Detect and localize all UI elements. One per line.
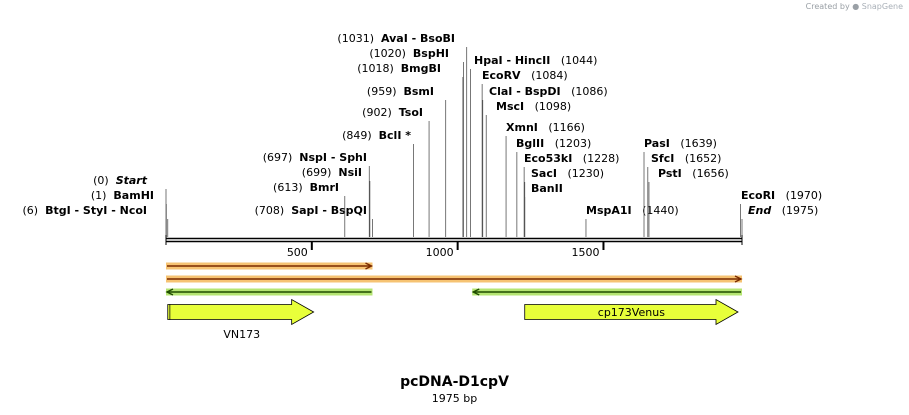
site-label-bsmi: (959) BsmI [367,85,434,98]
restriction-sites: (6) BtgI - StyI - NcoI (1) BamHI (0) Start… [23,32,822,237]
site-label-banii: BanII [531,182,563,195]
feature-cp173venus [524,298,739,326]
credit: Created by ● SnapGene [806,2,903,11]
site-label-hpai: HpaI - HincII (1044) [474,54,597,67]
site-label-bmgbi: (1018) BmgBI [357,62,441,75]
site-label-btgi: (6) BtgI - StyI - NcoI [23,204,148,217]
primer-forward-2-arrowhead [734,275,743,283]
primers [165,262,743,296]
scale-tick-label: 1500 [571,246,599,259]
credit-brand: SnapGene [861,2,903,11]
site-label-sfci: SfcI (1652) [651,152,721,165]
site-label-tsoi: (902) TsoI [362,106,423,119]
site-label-start: (0) Start [93,174,148,187]
sequence-title: pcDNA-D1cpV [400,374,509,390]
site-label-eco53ki: Eco53kI (1228) [524,152,619,165]
site-label-pasi: PasI (1639) [644,137,717,150]
site-label-bmri: (613) BmrI [273,181,339,194]
site-label-ecorv: EcoRV (1084) [482,69,568,82]
sequence-length: 1975 bp [431,392,478,405]
primer-reverse-2-arrowhead [471,288,480,296]
site-label-xmni: XmnI (1166) [506,121,585,134]
primer-reverse-1-arrowhead [165,288,174,296]
site-label-end: End (1975) [748,204,818,217]
site-label-ecori: EcoRI (1970) [741,189,822,202]
feature-label-vn173: VN173 [223,328,260,341]
features: VN173 cp173Venus [167,298,739,341]
feature-label-cp173venus: cp173Venus [598,306,665,319]
scale-tick-label: 500 [287,246,308,259]
site-label-msci: MscI (1098) [496,100,571,113]
site-label-mspa1i: MspA1I (1440) [586,204,679,217]
site-label-clai: ClaI - BspDI (1086) [489,85,608,98]
primer-forward-1-arrowhead [365,262,374,270]
site-label-sapi: (708) SapI - BspQI [255,204,367,217]
site-label-bcli: (849) BclI * [342,129,411,142]
site-label-bsphi: (1020) BspHI [369,47,449,60]
site-label-bamhi: (1) BamHI [91,189,154,202]
site-label-nspi: (697) NspI - SphI [263,151,367,164]
site-label-bglii: BglII (1203) [516,137,591,150]
feature-vn173 [167,298,315,326]
scale-tick-label: 1000 [426,246,454,259]
credit-created-by: Created by [805,2,850,11]
site-label-avai: (1031) AvaI - BsoBI [337,32,455,45]
backbone: 500 1000 1500 [165,235,743,259]
site-label-psti: PstI (1656) [658,167,729,180]
snapgene-logo-icon: ● [852,2,860,11]
site-label-saci: SacI (1230) [531,167,604,180]
site-label-nsii: (699) NsiI [302,166,362,179]
